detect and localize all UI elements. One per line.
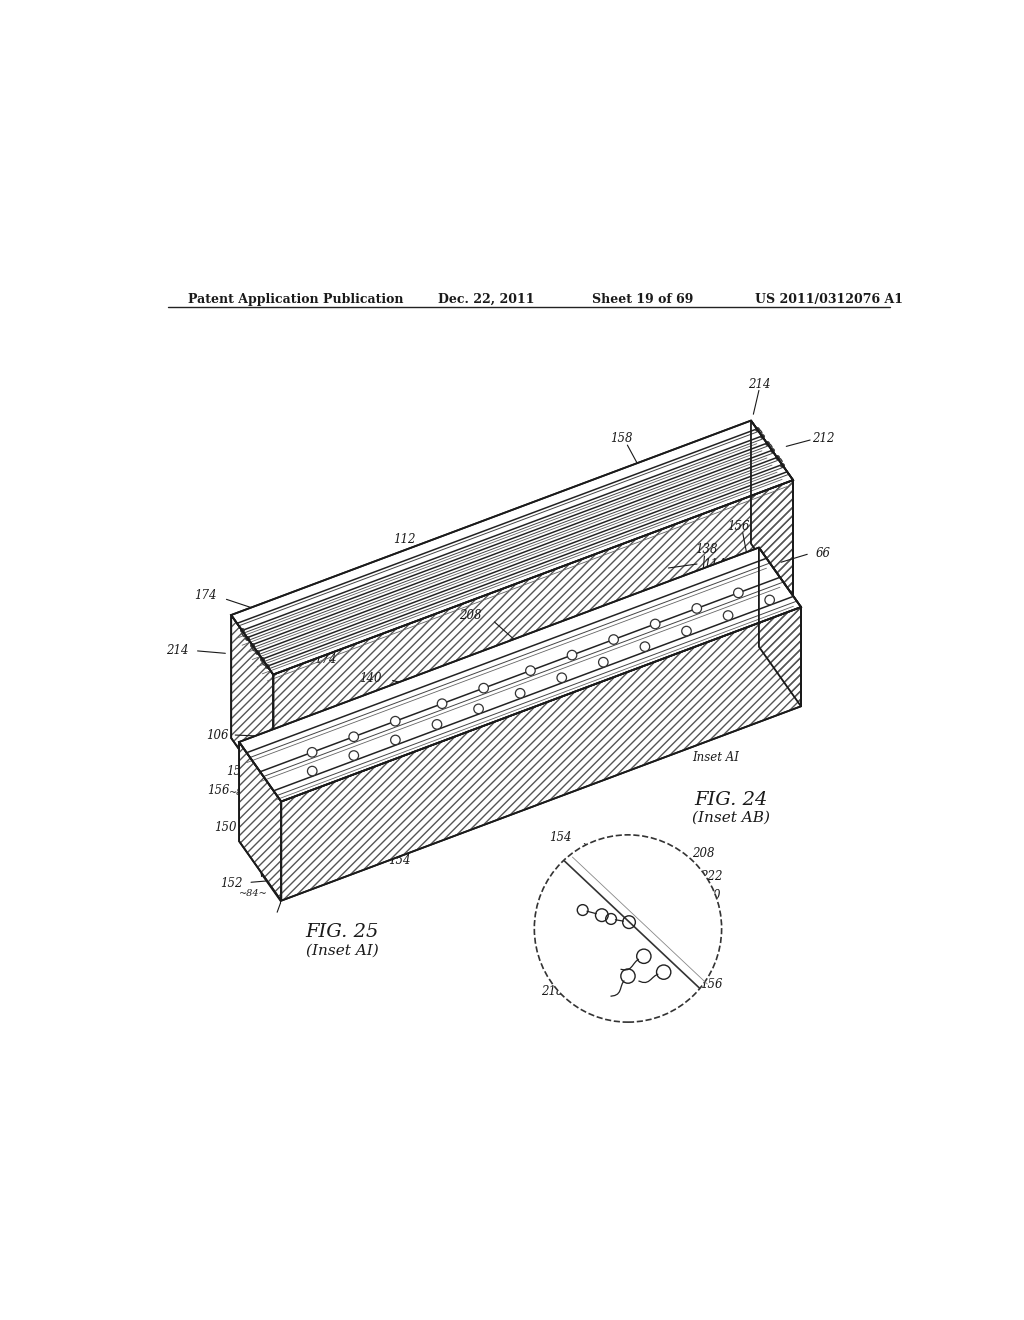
Circle shape bbox=[474, 704, 483, 714]
Circle shape bbox=[567, 651, 577, 660]
Text: Inset AI: Inset AI bbox=[692, 751, 738, 764]
Polygon shape bbox=[759, 548, 801, 706]
Text: 156: 156 bbox=[700, 978, 723, 990]
Text: ~84~: ~84~ bbox=[228, 788, 257, 797]
Text: (Inset AB): (Inset AB) bbox=[669, 657, 746, 672]
Circle shape bbox=[437, 698, 446, 709]
Text: FIG. 23: FIG. 23 bbox=[671, 638, 744, 656]
Circle shape bbox=[765, 595, 774, 605]
Text: Sheet 19 of 69: Sheet 19 of 69 bbox=[592, 293, 693, 306]
Circle shape bbox=[723, 611, 733, 620]
Text: 214: 214 bbox=[748, 379, 770, 391]
Text: ~84~: ~84~ bbox=[239, 890, 267, 899]
Text: US 2011/0312076 A1: US 2011/0312076 A1 bbox=[755, 293, 903, 306]
Text: 156: 156 bbox=[207, 784, 229, 797]
Text: 158: 158 bbox=[610, 432, 633, 445]
Circle shape bbox=[432, 719, 441, 729]
Circle shape bbox=[733, 589, 743, 598]
Text: 152: 152 bbox=[220, 878, 243, 891]
Text: 222: 222 bbox=[700, 870, 723, 883]
Text: FIG. 24: FIG. 24 bbox=[694, 791, 768, 809]
Text: (Inset AI): (Inset AI) bbox=[306, 944, 379, 958]
Text: Dec. 22, 2011: Dec. 22, 2011 bbox=[437, 293, 534, 306]
Text: 114: 114 bbox=[703, 557, 726, 570]
Circle shape bbox=[682, 626, 691, 636]
Circle shape bbox=[557, 673, 566, 682]
Polygon shape bbox=[231, 421, 793, 675]
Text: (Inset AB): (Inset AB) bbox=[692, 810, 770, 825]
Circle shape bbox=[640, 642, 649, 651]
Text: 218: 218 bbox=[542, 986, 564, 998]
Circle shape bbox=[349, 751, 358, 760]
Circle shape bbox=[307, 747, 316, 758]
Polygon shape bbox=[231, 615, 273, 797]
Text: 210: 210 bbox=[393, 702, 416, 715]
Text: 174: 174 bbox=[314, 653, 337, 667]
Circle shape bbox=[307, 767, 317, 776]
Text: 214: 214 bbox=[167, 644, 189, 657]
Circle shape bbox=[349, 733, 358, 742]
Text: FIG. 25: FIG. 25 bbox=[305, 924, 379, 941]
Text: 154: 154 bbox=[549, 830, 571, 843]
Text: 208: 208 bbox=[692, 846, 715, 859]
Text: 208: 208 bbox=[460, 609, 482, 622]
Text: 154: 154 bbox=[388, 854, 411, 867]
Polygon shape bbox=[273, 480, 793, 797]
Polygon shape bbox=[282, 607, 801, 900]
Text: 174: 174 bbox=[195, 589, 217, 602]
Text: 154: 154 bbox=[226, 764, 249, 777]
Text: 66: 66 bbox=[815, 546, 830, 560]
Text: 150: 150 bbox=[214, 821, 237, 834]
Text: 106: 106 bbox=[206, 729, 228, 742]
Circle shape bbox=[535, 834, 722, 1022]
Circle shape bbox=[515, 689, 525, 698]
Circle shape bbox=[692, 603, 701, 614]
Polygon shape bbox=[240, 548, 801, 801]
Circle shape bbox=[599, 657, 608, 667]
Circle shape bbox=[479, 684, 488, 693]
Text: 156: 156 bbox=[292, 731, 314, 744]
Circle shape bbox=[650, 619, 659, 628]
Text: Patent Application Publication: Patent Application Publication bbox=[187, 293, 403, 306]
Polygon shape bbox=[751, 421, 793, 603]
Circle shape bbox=[390, 735, 400, 744]
Circle shape bbox=[390, 717, 400, 726]
Text: 212: 212 bbox=[812, 432, 835, 445]
Text: 156: 156 bbox=[727, 520, 750, 533]
Circle shape bbox=[609, 635, 618, 644]
Text: 220: 220 bbox=[697, 888, 720, 902]
Circle shape bbox=[525, 665, 536, 676]
Polygon shape bbox=[240, 742, 282, 900]
Text: 112: 112 bbox=[393, 533, 416, 546]
Text: 140: 140 bbox=[359, 672, 382, 685]
Text: 138: 138 bbox=[695, 543, 718, 556]
